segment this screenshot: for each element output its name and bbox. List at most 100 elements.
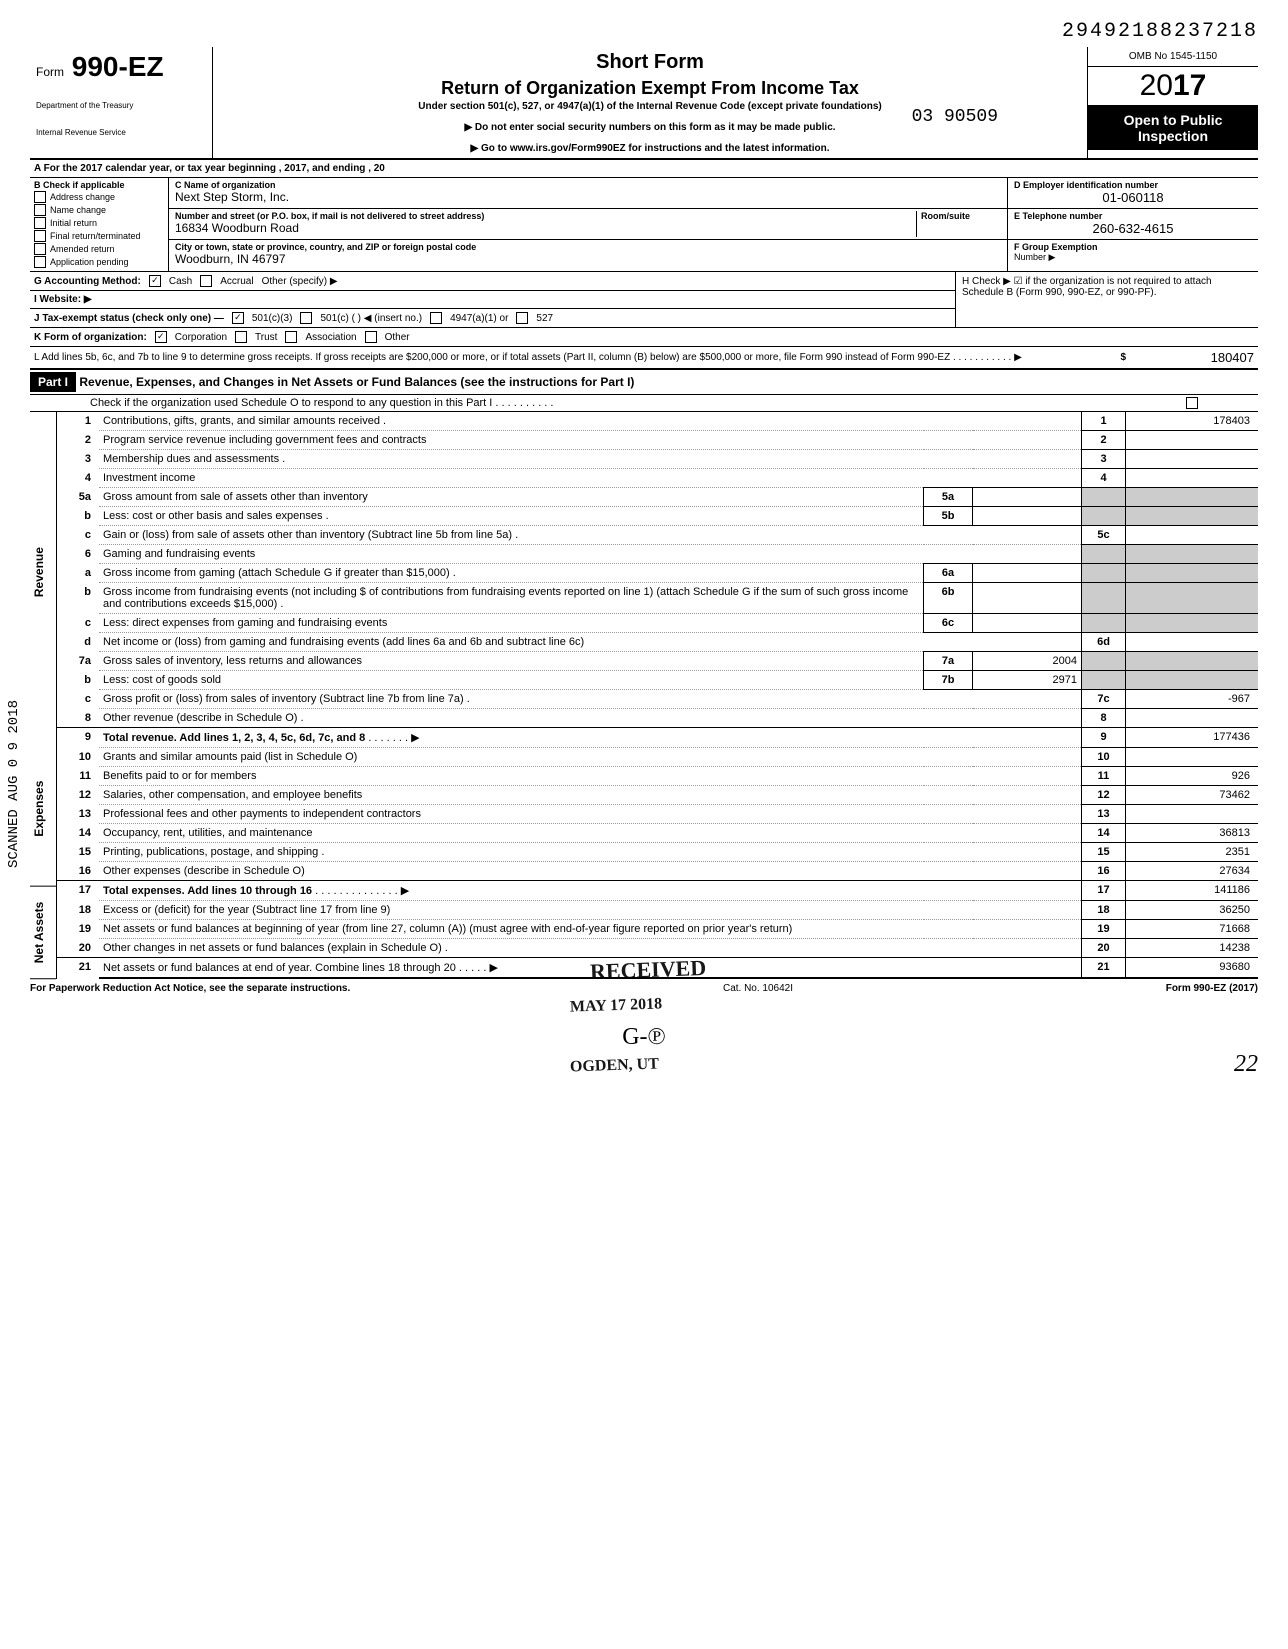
- line-19-desc: Net assets or fund balances at beginning…: [103, 923, 792, 935]
- label-trust: Trust: [255, 332, 277, 343]
- label-pending: Application pending: [50, 257, 129, 267]
- line-7c-val: -967: [1126, 690, 1259, 709]
- line-5a-desc: Gross amount from sale of assets other t…: [103, 491, 368, 503]
- line-9-num: 9: [1082, 728, 1126, 748]
- line-17-val: 141186: [1126, 881, 1259, 901]
- handwritten-doc-num: 03 90509: [912, 107, 998, 127]
- line-16-val: 27634: [1126, 862, 1259, 881]
- ein-value: 01-060118: [1014, 190, 1252, 205]
- main-title: Return of Organization Exempt From Incom…: [221, 78, 1079, 99]
- line-6b-desc: Gross income from fundraising events (no…: [103, 586, 908, 610]
- line-19-num: 19: [1082, 920, 1126, 939]
- line-20-desc: Other changes in net assets or fund bala…: [103, 942, 448, 954]
- lines-table: 1 Contributions, gifts, grants, and simil…: [57, 412, 1258, 979]
- open-public-2: Inspection: [1092, 128, 1254, 144]
- checkbox-schedule-o[interactable]: [1186, 397, 1198, 409]
- form-number: 990-EZ: [72, 51, 164, 82]
- line-4-val: [1126, 469, 1259, 488]
- checkbox-final[interactable]: [34, 230, 46, 242]
- checkbox-amended[interactable]: [34, 243, 46, 255]
- line-15-num: 15: [1082, 843, 1126, 862]
- line-16-num: 16: [1082, 862, 1126, 881]
- checkbox-pending[interactable]: [34, 256, 46, 268]
- checkbox-501c[interactable]: [300, 312, 312, 324]
- name-label: C Name of organization: [175, 180, 1001, 190]
- row-l-text: L Add lines 5b, 6c, and 7b to line 9 to …: [34, 352, 1112, 363]
- line-14-val: 36813: [1126, 824, 1259, 843]
- line-20-val: 14238: [1126, 939, 1259, 958]
- row-i: I Website: ▶: [34, 294, 92, 305]
- line-11-desc: Benefits paid to or for members: [103, 770, 256, 782]
- line-13-num: 13: [1082, 805, 1126, 824]
- line-16-desc: Other expenses (describe in Schedule O): [103, 865, 305, 877]
- checkbox-accrual[interactable]: [200, 275, 212, 287]
- line-5c-desc: Gain or (loss) from sale of assets other…: [103, 529, 518, 541]
- line-18-val: 36250: [1126, 901, 1259, 920]
- line-6a-inum: 6a: [924, 564, 973, 583]
- line-5b-desc: Less: cost or other basis and sales expe…: [103, 510, 329, 522]
- line-14-num: 14: [1082, 824, 1126, 843]
- line-1-desc: Contributions, gifts, grants, and simila…: [103, 415, 386, 427]
- group-label2: Number ▶: [1014, 252, 1252, 263]
- line-7c-num: 7c: [1082, 690, 1126, 709]
- checkbox-4947[interactable]: [430, 312, 442, 324]
- line-5b-ival: [973, 507, 1082, 526]
- line-5c-num: 5c: [1082, 526, 1126, 545]
- line-11-val: 926: [1126, 767, 1259, 786]
- footer-left: For Paperwork Reduction Act Notice, see …: [30, 983, 350, 994]
- group-label: F Group Exemption: [1014, 242, 1098, 252]
- line-15-val: 2351: [1126, 843, 1259, 862]
- dept-irs: Internal Revenue Service: [36, 128, 206, 137]
- tax-year: 17: [1173, 69, 1206, 102]
- line-21-val: 93680: [1126, 958, 1259, 979]
- ein-label: D Employer identification number: [1014, 180, 1252, 190]
- row-k-label: K Form of organization:: [34, 332, 147, 343]
- checkbox-527[interactable]: [516, 312, 528, 324]
- checkbox-name[interactable]: [34, 204, 46, 216]
- line-7c-desc: Gross profit or (loss) from sales of inv…: [103, 693, 470, 705]
- label-initial: Initial return: [50, 218, 97, 228]
- checkbox-501c3[interactable]: ✓: [232, 312, 244, 324]
- line-6d-val: [1126, 633, 1259, 652]
- footer-right: Form 990-EZ (2017): [1166, 983, 1258, 994]
- open-public-1: Open to Public: [1092, 112, 1254, 128]
- row-l-value: 180407: [1134, 350, 1254, 365]
- line-7a-ival: 2004: [973, 652, 1082, 671]
- line-7a-desc: Gross sales of inventory, less returns a…: [103, 655, 362, 667]
- row-g-label: G Accounting Method:: [34, 276, 141, 287]
- row-j-label: J Tax-exempt status (check only one) —: [34, 313, 224, 324]
- checkbox-assoc[interactable]: [285, 331, 297, 343]
- label-amended: Amended return: [50, 244, 115, 254]
- received-stamp: RECEIVED: [590, 955, 707, 985]
- checkbox-address[interactable]: [34, 191, 46, 203]
- checkbox-cash[interactable]: ✓: [149, 275, 161, 287]
- line-8-desc: Other revenue (describe in Schedule O) .: [103, 712, 304, 724]
- line-8-val: [1126, 709, 1259, 728]
- omb-number: OMB No 1545-1150: [1088, 47, 1258, 67]
- line-2-val: [1126, 431, 1259, 450]
- sidebar-expenses: Expenses: [30, 732, 56, 887]
- date-stamp: MAY 17 2018: [570, 995, 663, 1016]
- short-form-title: Short Form: [221, 51, 1079, 74]
- line-6d-num: 6d: [1082, 633, 1126, 652]
- checkbox-initial[interactable]: [34, 217, 46, 229]
- label-501c3: 501(c)(3): [252, 313, 293, 324]
- checkbox-corp[interactable]: ✓: [155, 331, 167, 343]
- line-12-num: 12: [1082, 786, 1126, 805]
- line-13-val: [1126, 805, 1259, 824]
- form-header: Form 990-EZ Department of the Treasury I…: [30, 47, 1258, 160]
- sidebar-revenue: Revenue: [30, 412, 56, 732]
- checkbox-other-org[interactable]: [365, 331, 377, 343]
- part1-title: Revenue, Expenses, and Changes in Net As…: [79, 375, 634, 389]
- line-6-desc: Gaming and fundraising events: [103, 548, 255, 560]
- line-21-desc: Net assets or fund balances at end of ye…: [103, 962, 456, 974]
- phone-label: E Telephone number: [1014, 211, 1252, 221]
- checkbox-trust[interactable]: [235, 331, 247, 343]
- line-7b-ival: 2971: [973, 671, 1082, 690]
- label-name-change: Name change: [50, 205, 106, 215]
- city-label: City or town, state or province, country…: [175, 242, 1001, 252]
- street-value: 16834 Woodburn Road: [175, 221, 916, 235]
- ogden-stamp: OGDEN, UT: [570, 1055, 659, 1076]
- scanned-stamp: SCANNED AUG 0 9 2018: [6, 700, 22, 868]
- line-1-num: 1: [1082, 412, 1126, 431]
